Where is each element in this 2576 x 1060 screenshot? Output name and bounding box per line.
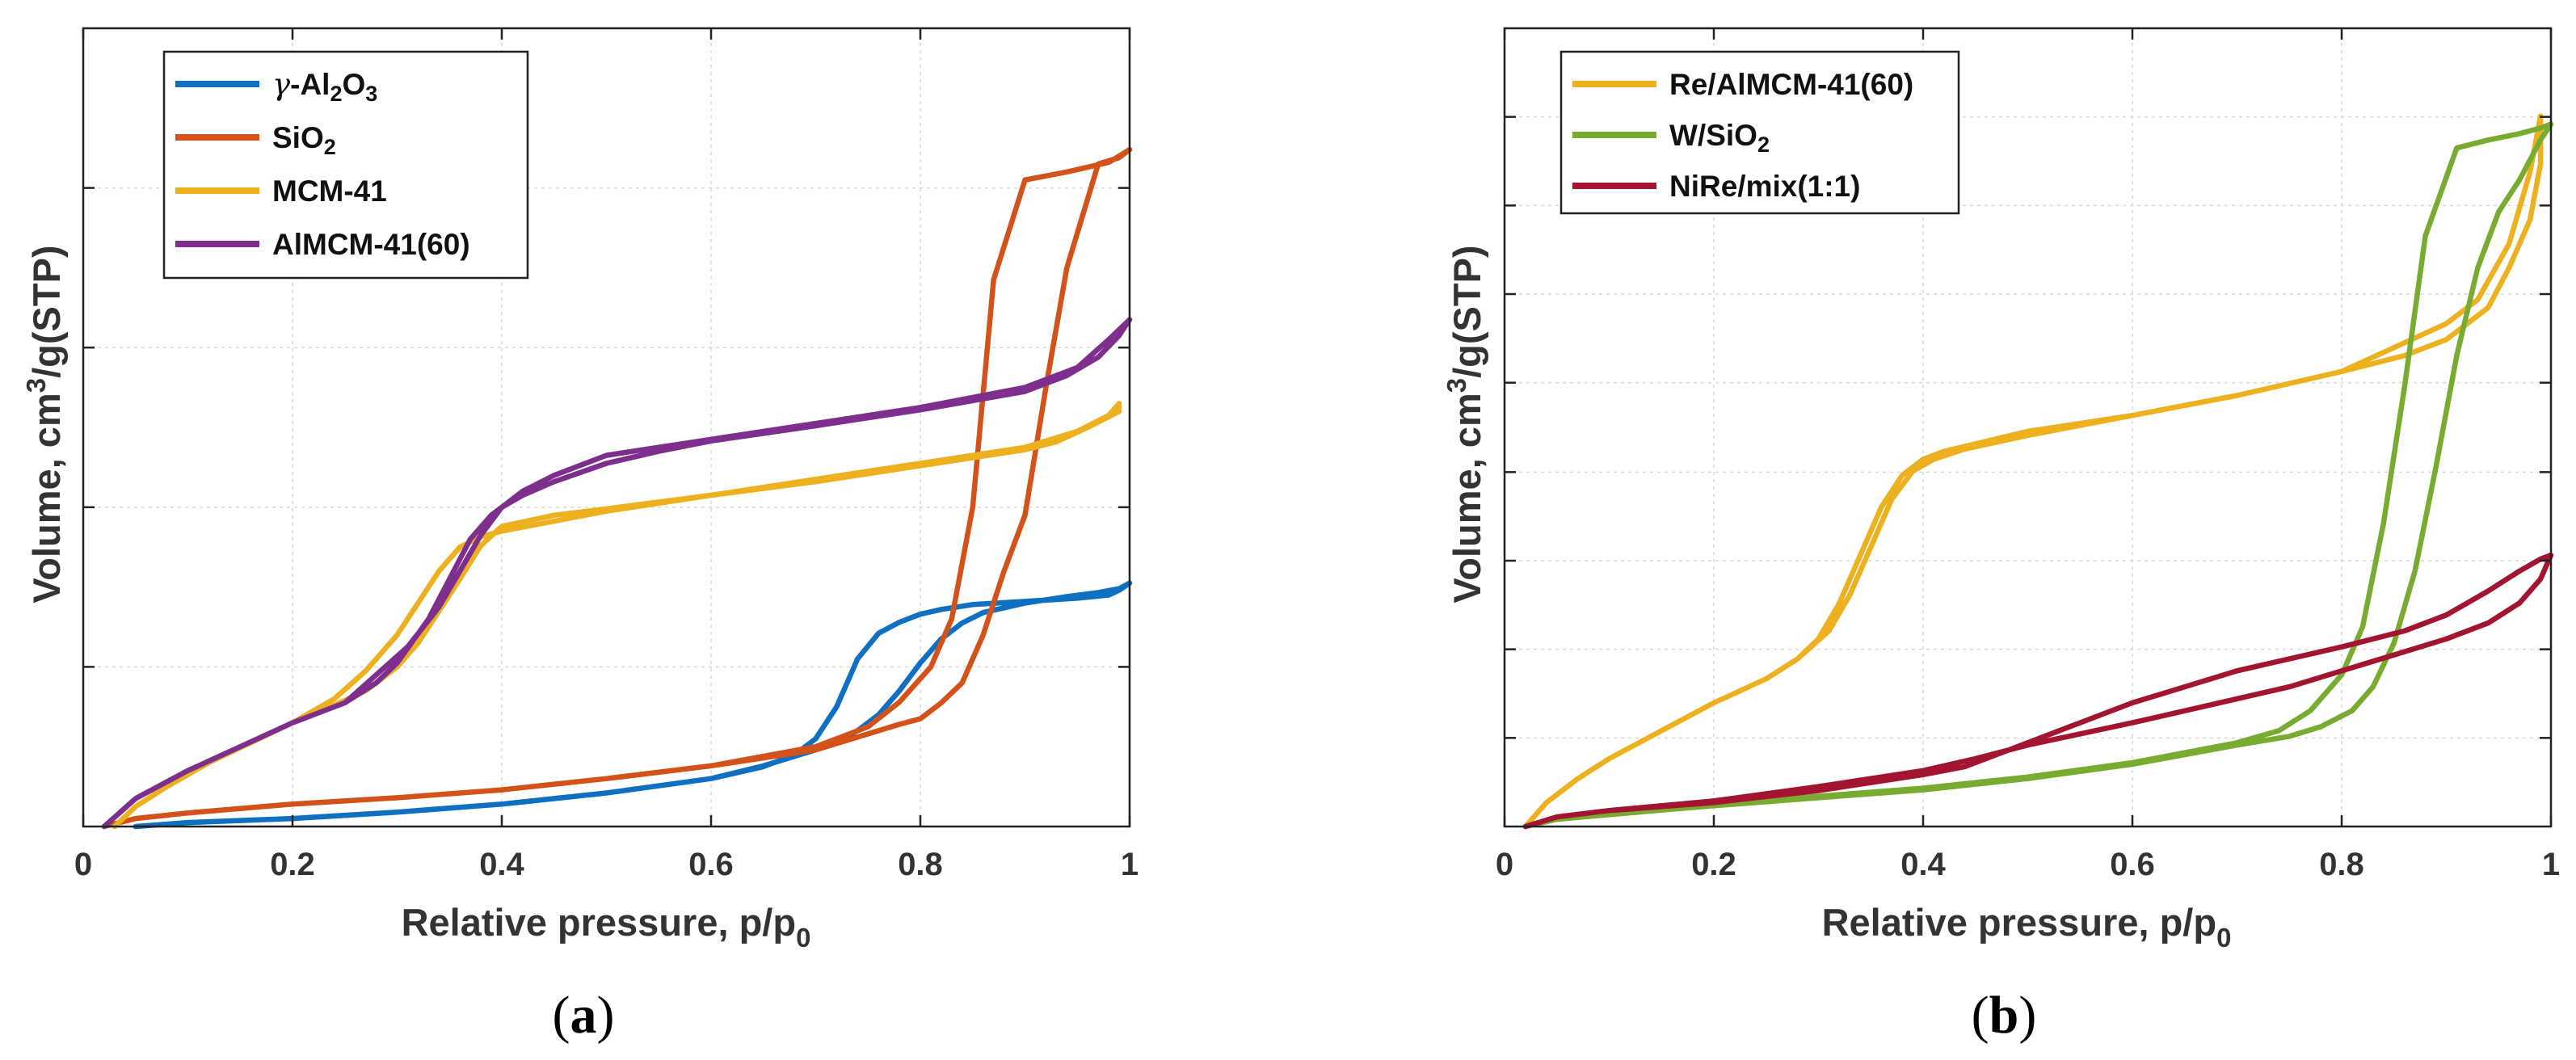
x-tick-label: 0.8	[898, 847, 943, 882]
legend-label-al2o3: γ-Al2O3	[272, 67, 377, 106]
legend-label-nire-mix-1-1: NiRe/mix(1:1)	[1669, 170, 1860, 203]
legend: Re/AlMCM-41(60) W/SiO2 NiRe/mix(1:1)	[1559, 50, 1960, 215]
legend-label-mcm-41: MCM-41	[272, 175, 387, 208]
x-tick-label: 0.8	[2319, 847, 2364, 882]
x-tick-label: 0	[1496, 847, 1513, 882]
x-axis-title: Relative pressure, p/p0	[402, 901, 811, 953]
ticks	[82, 28, 1131, 827]
y-axis-title: Volume, cm3/g(STP)	[21, 245, 68, 603]
x-axis-title: Relative pressure, p/p0	[1822, 901, 2232, 953]
panel-a: 0 0.2 0.4 0.6 0.8 1 γ-Al2O3 SiO2 MCM-41 AlMCM-4…	[21, 27, 1139, 1045]
panel-b: 0 0.2 0.4 0.6 0.8 1 Re/AlMCM-41(60) W/SiO2 NiRe…	[1442, 27, 2560, 1045]
legend-box	[162, 50, 529, 280]
legend-label-re-almcm-41-60: Re/AlMCM-41(60)	[1669, 68, 1913, 101]
x-tick-label: 0.2	[1691, 847, 1736, 882]
x-tick-label: 0	[74, 847, 92, 882]
x-tick-label: 1	[1121, 847, 1139, 882]
x-tick-labels: 0 0.2 0.4 0.6 0.8 1	[74, 847, 1139, 882]
legend: γ-Al2O3 SiO2 MCM-41 AlMCM-41(60)	[162, 50, 529, 280]
legend-label-almcm-41-60: AlMCM-41(60)	[272, 228, 470, 261]
series-line-w-sio2	[1522, 121, 2554, 830]
x-tick-label: 0.6	[2110, 847, 2155, 882]
x-tick-label: 0.4	[1900, 847, 1946, 882]
panel-label: (a)	[553, 986, 615, 1045]
x-tick-label: 0.2	[270, 847, 315, 882]
x-tick-label: 0.4	[479, 847, 524, 882]
legend-label-sio2: SiO2	[272, 121, 336, 159]
x-tick-label: 0.6	[688, 847, 734, 882]
plot-frame	[82, 27, 1131, 828]
y-axis-title: Volume, cm3/g(STP)	[1442, 245, 1488, 603]
x-tick-label: 1	[2542, 847, 2560, 882]
legend-label-w-sio2: W/SiO2	[1669, 119, 1770, 157]
plot-frame	[1503, 27, 2553, 828]
panel-label: (b)	[1972, 986, 2037, 1045]
series-line-almcm-41-60	[101, 317, 1133, 830]
series-line-nire-mix-1-1	[1522, 552, 2554, 830]
series-group	[1522, 113, 2554, 830]
x-tick-labels: 0 0.2 0.4 0.6 0.8 1	[1496, 847, 2560, 882]
ticks	[1503, 28, 2553, 827]
